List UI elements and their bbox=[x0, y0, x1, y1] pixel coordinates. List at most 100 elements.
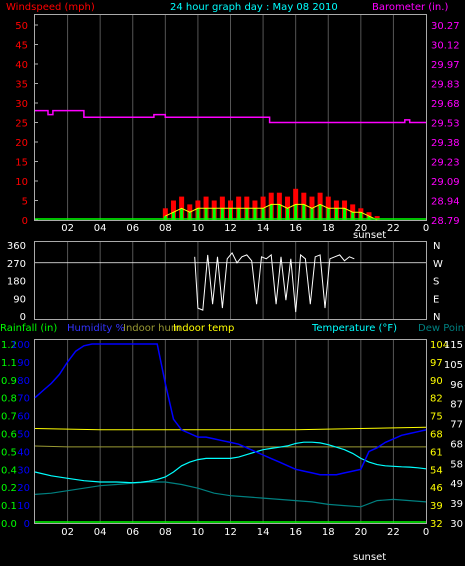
wind-direction-series bbox=[194, 251, 355, 313]
compass-tick-label: S bbox=[433, 277, 439, 288]
temperature-axis-ticks: 32 39 46 54 61 68 75 82 90 97 104 bbox=[430, 340, 449, 530]
rain-tick-label: 0.9 bbox=[1, 376, 17, 387]
barometer-tick-label: 29.53 bbox=[431, 119, 460, 130]
barometer-axis-title: Barometer (in.) bbox=[372, 2, 448, 13]
x-tick-label: 0 bbox=[423, 223, 429, 234]
x-tick-label: 14 bbox=[257, 223, 270, 234]
humidity-axis-ticks: 0 10 20 30 40 50 60 70 80 90 100 bbox=[11, 340, 30, 530]
windspeed-tick-label: 20 bbox=[15, 138, 28, 149]
x-tick-label: 12 bbox=[224, 527, 237, 538]
wind-avg-bar bbox=[351, 212, 355, 220]
indoor-hum-line bbox=[34, 445, 426, 448]
wind-avg-bar bbox=[310, 208, 314, 220]
barometer-tick-label: 30.12 bbox=[431, 41, 460, 52]
windspeed-tick-label: 25 bbox=[15, 119, 28, 130]
indoor-humidity-tick-label: 87 bbox=[450, 400, 463, 411]
wind-gust-bar bbox=[170, 200, 176, 220]
compass-tick-label: N bbox=[433, 241, 440, 252]
temperature-tick-label: 54 bbox=[430, 465, 443, 476]
rain-tick-label: 0.0 bbox=[1, 519, 17, 530]
humidity-tick-label: 50 bbox=[17, 430, 30, 441]
rain-tick-label: 1.2 bbox=[1, 340, 17, 351]
wind-direction-line bbox=[194, 251, 355, 313]
wind-avg-bar bbox=[334, 208, 338, 220]
x-tick-label: 20 bbox=[354, 223, 367, 234]
legend-indoor-temp: Indoor temp bbox=[173, 323, 234, 334]
barometer-tick-label: 29.68 bbox=[431, 99, 460, 110]
indoor-humidity-tick-label: 105 bbox=[444, 360, 463, 371]
barometer-tick-label: 29.83 bbox=[431, 80, 460, 91]
humidity-tick-label: 20 bbox=[17, 483, 30, 494]
windspeed-axis-title: Windspeed (mph) bbox=[6, 2, 95, 13]
barometer-axis-ticks: 28.79 28.94 29.09 29.23 29.38 29.53 29.68 29.83… bbox=[431, 21, 460, 227]
temperature-tick-label: 104 bbox=[430, 340, 449, 351]
x-tick-label: 0 bbox=[423, 527, 429, 538]
x-tick-label: 18 bbox=[322, 527, 335, 538]
wind-avg-bar bbox=[294, 204, 298, 220]
x-tick-label: 22 bbox=[387, 223, 400, 234]
wind-avg-bar bbox=[367, 216, 371, 220]
x-tick-label: 20 bbox=[354, 527, 367, 538]
wind-gust-bar bbox=[162, 208, 168, 220]
wind-avg-bar bbox=[261, 208, 265, 220]
x-tick-label: 22 bbox=[387, 527, 400, 538]
temperature-tick-label: 97 bbox=[430, 358, 443, 369]
humidity-tick-label: 40 bbox=[17, 447, 30, 458]
legend-temperature: Temperature (°F) bbox=[311, 323, 397, 334]
indoor-humidity-tick-label: 77 bbox=[450, 420, 463, 431]
wind-avg-bar bbox=[163, 216, 167, 220]
rain-tick-label: 1.1 bbox=[1, 358, 17, 369]
temperature-tick-label: 90 bbox=[430, 376, 443, 387]
panel-wind-barometer-frame bbox=[34, 14, 427, 221]
x-tick-label: 02 bbox=[61, 527, 74, 538]
windspeed-tick-label: 40 bbox=[15, 60, 28, 71]
barometer-tick-label: 30.27 bbox=[431, 21, 460, 32]
x-tick-label: 04 bbox=[94, 527, 107, 538]
barometer-tick-label: 29.23 bbox=[431, 158, 460, 169]
wind-avg-bar bbox=[359, 212, 363, 220]
wind-avg-bar bbox=[245, 208, 249, 220]
degree-tick-label: 270 bbox=[7, 259, 26, 270]
windspeed-tick-label: 45 bbox=[15, 41, 28, 52]
graph-title: 24 hour graph day : May 08 2010 bbox=[170, 2, 338, 13]
x-tick-label: 02 bbox=[61, 223, 74, 234]
indoor-humidity-tick-label: 30 bbox=[450, 519, 463, 530]
indoor-humidity-tick-label: 96 bbox=[450, 380, 463, 391]
sunset-label-top: sunset bbox=[353, 230, 386, 241]
degree-tick-label: 0 bbox=[20, 312, 26, 323]
indoor-humidity-tick-label: 68 bbox=[450, 439, 463, 450]
x-tick-label: 12 bbox=[224, 223, 237, 234]
wind-avg-bar bbox=[237, 208, 241, 220]
indoor-humidity-tick-label: 49 bbox=[450, 479, 463, 490]
degree-tick-label: 180 bbox=[7, 277, 26, 288]
humidity-tick-label: 70 bbox=[17, 394, 30, 405]
x-tick-label: 18 bbox=[322, 223, 335, 234]
wind-avg-bar bbox=[253, 208, 257, 220]
humidity-tick-label: 10 bbox=[17, 501, 30, 512]
legend-rainfall: Rainfall (in) bbox=[0, 323, 57, 334]
compass-tick-label: W bbox=[433, 259, 443, 270]
wind-avg-bar bbox=[204, 208, 208, 220]
x-tick-label: 06 bbox=[126, 223, 139, 234]
windspeed-tick-label: 5 bbox=[22, 197, 28, 208]
temperature-tick-label: 82 bbox=[430, 394, 443, 405]
barometer-tick-label: 29.09 bbox=[431, 177, 460, 188]
dew-point-line bbox=[34, 481, 427, 508]
wind-avg-bar bbox=[318, 204, 322, 220]
windspeed-axis-ticks: 0 5 10 15 20 25 30 35 40 45 50 bbox=[15, 21, 28, 227]
humidity-tick-label: 30 bbox=[17, 465, 30, 476]
temperature-tick-label: 61 bbox=[430, 447, 443, 458]
x-tick-label: 16 bbox=[289, 527, 302, 538]
wind-avg-line bbox=[165, 203, 378, 221]
direction-degree-ticks: 360 270 180 90 0 bbox=[7, 241, 26, 323]
wind-gust-bar bbox=[374, 216, 380, 220]
compass-tick-label: N bbox=[433, 312, 440, 323]
x-tick-label: 04 bbox=[94, 223, 107, 234]
rain-tick-label: 0.1 bbox=[1, 501, 17, 512]
humidity-tick-label: 80 bbox=[17, 376, 30, 387]
indoor-humidity-tick-label: 115 bbox=[444, 340, 463, 351]
wind-direction-grid bbox=[35, 242, 426, 319]
indoor-humidity-axis-ticks: 30 39 49 58 68 77 87 96 105 115 bbox=[444, 340, 463, 530]
